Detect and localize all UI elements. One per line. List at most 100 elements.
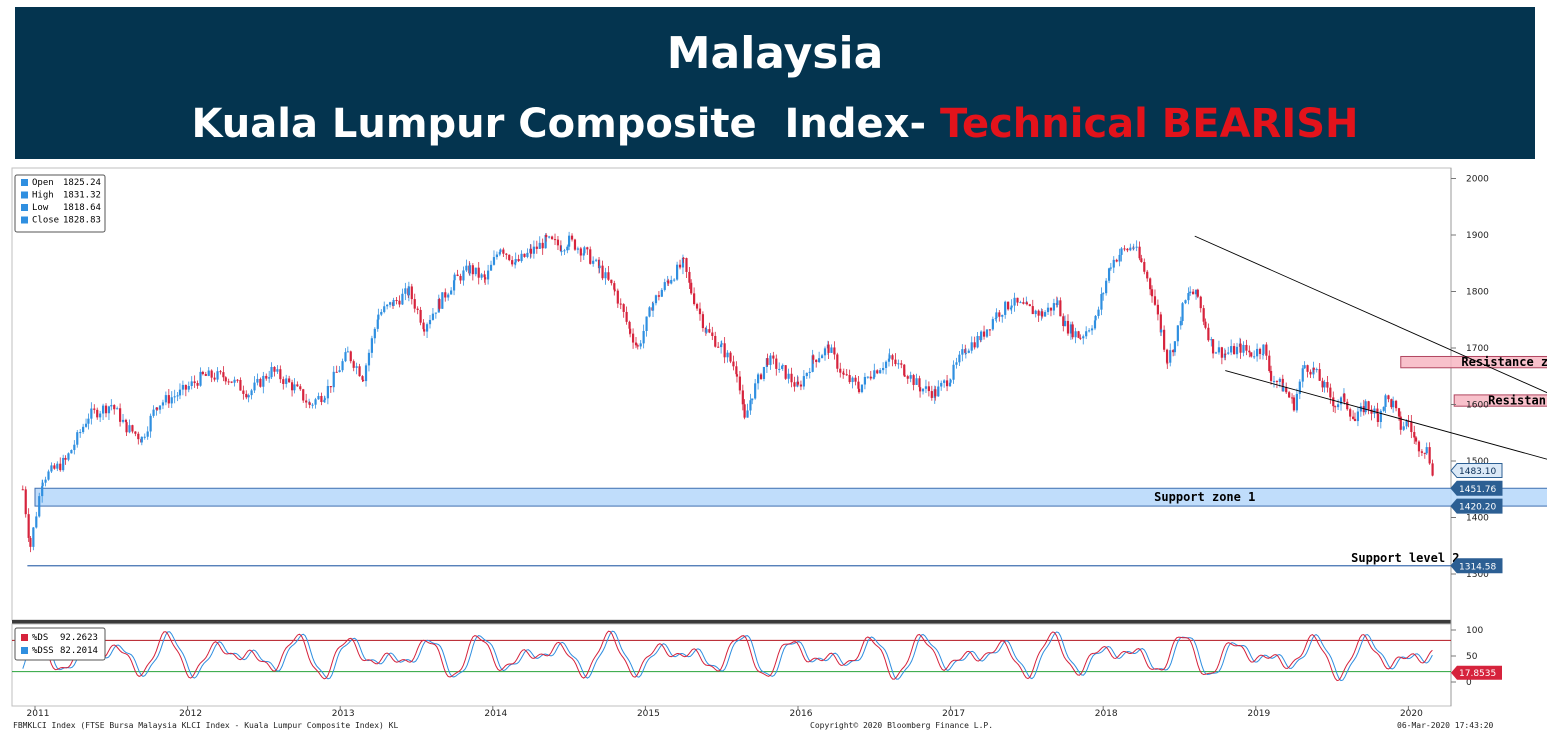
candle-body <box>811 355 814 372</box>
candle-body <box>735 374 739 377</box>
candle-body <box>660 289 663 297</box>
candle-body <box>1112 259 1115 268</box>
candle-body <box>787 373 790 379</box>
candle-body <box>1376 408 1379 414</box>
candle-body <box>1143 262 1146 272</box>
candle-body <box>793 382 796 387</box>
candle-body <box>1160 329 1163 333</box>
page-subtitle: Kuala Lumpur Composite Index- Technical … <box>15 101 1535 147</box>
candle-body <box>732 361 735 367</box>
candle-body <box>766 358 769 365</box>
candle-body <box>1285 387 1288 393</box>
candle-body <box>717 346 720 348</box>
price-tag-label: 1314.58 <box>1459 562 1496 572</box>
candle-body <box>1090 328 1094 331</box>
candle-body <box>1196 289 1199 297</box>
candle-body <box>79 432 82 434</box>
candle-body <box>559 245 562 252</box>
candle-body <box>410 286 413 300</box>
candle-body <box>842 373 845 375</box>
candle-body <box>952 364 955 380</box>
candle-body <box>352 361 355 368</box>
candle-body <box>1100 294 1103 310</box>
candle-body <box>943 380 946 383</box>
candle-body <box>1298 381 1301 394</box>
candle-body <box>196 383 199 386</box>
candle-body <box>73 444 76 451</box>
candle-body <box>1227 352 1230 354</box>
candle-body <box>1199 296 1202 309</box>
osc-legend-box <box>14 627 106 661</box>
candle-body <box>994 318 997 320</box>
candle-body <box>1071 324 1074 338</box>
legend-value: 1818.64 <box>63 203 101 213</box>
candle-body <box>673 279 676 281</box>
osc-value-label: 17.8535 <box>1459 669 1496 679</box>
candle-body <box>82 426 85 433</box>
candle-body <box>239 379 242 391</box>
price-tick-label: 1600 <box>1466 401 1489 411</box>
legend-value: 1825.24 <box>63 178 101 188</box>
candle-body <box>720 344 723 348</box>
candle-body <box>236 379 239 381</box>
candle-body <box>262 375 265 387</box>
candle-body <box>827 344 830 353</box>
candle-body <box>544 235 547 249</box>
candle-body <box>948 382 952 387</box>
legend-swatch <box>21 191 28 199</box>
osc-tick-label: 0 <box>1466 678 1472 688</box>
legend-label: Open <box>32 178 54 188</box>
candle-body <box>84 423 88 427</box>
candle-body <box>906 376 909 379</box>
candle-body <box>1373 408 1376 414</box>
candle-body <box>579 248 582 256</box>
candle-body <box>769 355 772 365</box>
candle-body <box>502 249 505 254</box>
candle-body <box>447 294 450 298</box>
candle-body <box>499 249 502 252</box>
candle-body <box>729 352 732 362</box>
candle-body <box>308 402 311 405</box>
candle-body <box>1288 392 1291 398</box>
candle-body <box>598 265 601 269</box>
candle-body <box>1176 325 1179 342</box>
candle-body <box>428 319 432 325</box>
candle-body <box>830 347 833 353</box>
candle-body <box>1390 399 1393 408</box>
candle-body <box>995 312 998 319</box>
candle-body <box>1016 297 1019 303</box>
candle-body <box>930 391 933 398</box>
candle-body <box>1332 397 1335 407</box>
candle-body <box>265 375 268 379</box>
candle-body <box>1326 381 1329 388</box>
candle-body <box>1179 321 1182 326</box>
candle-body <box>631 333 635 343</box>
candle-body <box>1220 347 1223 358</box>
support-level-label: Support level 2 <box>1351 551 1459 565</box>
candle-body <box>93 408 96 410</box>
candle-body <box>1425 447 1428 454</box>
candle-body <box>121 419 125 422</box>
candle-body <box>1339 397 1343 405</box>
candle-body <box>332 371 335 388</box>
candle-body <box>213 377 216 380</box>
candle-body <box>1346 401 1349 410</box>
osc-legend-label: %DS <box>32 633 48 643</box>
chart-frame <box>11 167 1452 707</box>
footer-copyright: Copyright© 2020 Bloomberg Finance L.P. <box>810 721 993 730</box>
candle-body <box>1230 346 1233 353</box>
candle-body <box>484 277 487 280</box>
candle-body <box>693 293 696 305</box>
candle-body <box>685 258 688 272</box>
candle-body <box>1146 271 1149 279</box>
candle-body <box>548 236 551 238</box>
candle-body <box>888 355 891 359</box>
candle-body <box>1187 293 1190 301</box>
candle-body <box>1074 331 1077 338</box>
candle-body <box>167 395 170 404</box>
candle-body <box>498 251 501 255</box>
candle-body <box>833 347 836 355</box>
candle-body <box>158 405 162 410</box>
footer-timestamp: 06-Mar-2020 17:43:20 <box>1397 721 1494 730</box>
candle-body <box>812 355 815 360</box>
